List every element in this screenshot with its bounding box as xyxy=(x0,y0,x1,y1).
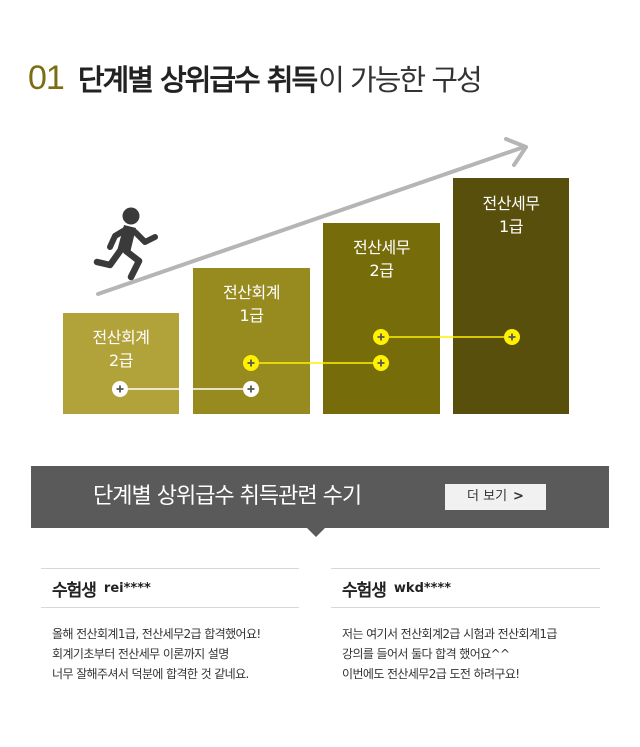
review-body: 올해 전산회계1급, 전산세무2급 합격했어요! 회계기초부터 전산세무 이론까… xyxy=(41,608,299,684)
banner-pointer xyxy=(307,528,325,537)
step-label-line1: 전산회계 xyxy=(223,283,280,302)
plus-icon xyxy=(373,355,389,371)
review-card: 수험생 wkd**** 저는 여기서 전산회계2급 시험과 전산회계1급 강의를… xyxy=(331,568,600,684)
step-bar-3: 전산세무 2급 xyxy=(323,223,440,414)
review-line: 너무 잘해주셔서 덕분에 합격한 것 같네요. xyxy=(52,667,249,681)
section-heading: 01 단계별 상위급수 취득 이 가능한 구성 xyxy=(28,58,483,98)
review-line: 올해 전산회계1급, 전산세무2급 합격했어요! xyxy=(52,627,261,641)
review-line: 이번에도 전산세무2급 도전 하려구요! xyxy=(342,667,520,681)
plus-icon xyxy=(112,381,128,397)
review-card: 수험생 rei**** 올해 전산회계1급, 전산세무2급 합격했어요! 회계기… xyxy=(41,568,299,684)
step-label-line2: 2급 xyxy=(109,351,133,370)
step-label-line1: 전산세무 xyxy=(353,238,410,257)
review-author-label: 수험생 xyxy=(52,580,97,601)
step-bar-4: 전산세무 1급 xyxy=(453,178,569,414)
step-overlay xyxy=(93,137,528,397)
chevron-right-icon: > xyxy=(513,489,524,504)
review-line: 회계기초부터 전산세무 이론까지 설명 xyxy=(52,647,229,661)
section-title-bold: 단계별 상위급수 취득 xyxy=(77,63,318,97)
step-bar-1: 전산회계 2급 xyxy=(63,313,179,414)
step-label-line2: 2급 xyxy=(369,261,394,280)
review-header: 수험생 wkd**** xyxy=(331,568,600,608)
review-body: 저는 여기서 전산회계2급 시험과 전산회계1급 강의를 들어서 둘다 합격 했… xyxy=(331,608,600,684)
step-label-line2: 1급 xyxy=(499,217,523,236)
plus-icon xyxy=(243,355,259,371)
step-label-line2: 1급 xyxy=(239,306,264,325)
step-label-line1: 전산회계 xyxy=(92,328,150,347)
plus-icon xyxy=(504,329,520,345)
step-bar-2: 전산회계 1급 xyxy=(193,268,310,414)
review-author-label: 수험생 xyxy=(342,580,387,601)
review-line: 저는 여기서 전산회계2급 시험과 전산회계1급 xyxy=(342,627,557,641)
review-author-id: rei**** xyxy=(103,580,151,596)
section-title-light: 이 가능한 구성 xyxy=(318,63,483,97)
review-line: 강의를 들어서 둘다 합격 했어요^^ xyxy=(342,647,510,661)
review-header: 수험생 rei**** xyxy=(41,568,299,608)
review-author-id: wkd**** xyxy=(393,580,452,596)
step-label-line1: 전산세무 xyxy=(482,194,540,213)
more-button-label: 더 보기 xyxy=(467,489,508,504)
section-number: 01 xyxy=(28,58,65,97)
arrow-icon xyxy=(96,137,528,296)
plus-icon xyxy=(243,381,259,397)
banner-title: 단계별 상위급수 취득관련 수기 xyxy=(93,484,362,509)
plus-icon xyxy=(373,329,389,345)
step-diagram: 전산회계 2급 전산회계 1급 전산세무 2급 전산세무 1급 xyxy=(0,120,640,420)
runner-icon xyxy=(93,207,158,281)
reviews-banner: 단계별 상위급수 취득관련 수기 더 보기 > xyxy=(31,466,609,528)
more-button[interactable]: 더 보기 > xyxy=(445,484,546,510)
